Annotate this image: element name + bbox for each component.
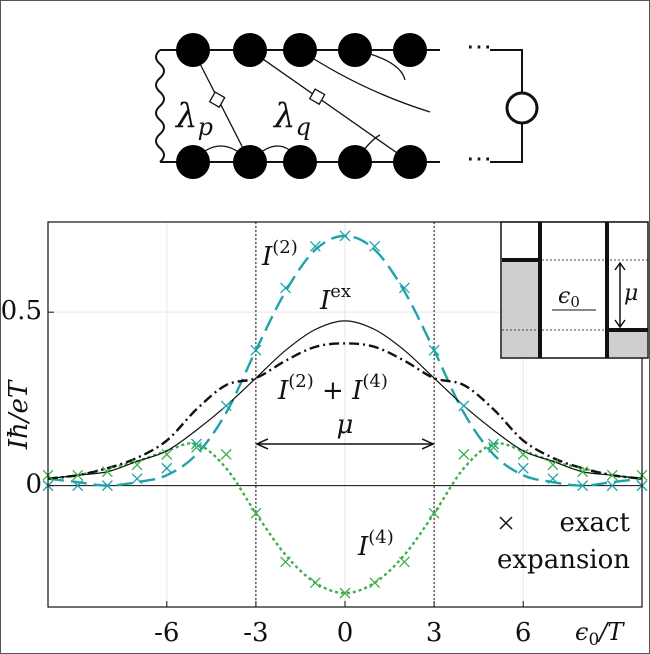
inset bbox=[500, 221, 649, 359]
legend-label: exact bbox=[559, 508, 630, 538]
x-tick-label: 3 bbox=[426, 618, 443, 648]
exact-marker bbox=[428, 507, 440, 519]
exact-marker bbox=[309, 240, 321, 252]
exact-marker bbox=[280, 282, 292, 294]
exact-marker bbox=[458, 400, 470, 412]
label: I bbox=[277, 376, 289, 406]
exact-marker bbox=[369, 240, 381, 252]
exact-marker bbox=[488, 438, 499, 450]
exact-marker bbox=[161, 462, 173, 474]
sub: q bbox=[296, 113, 311, 141]
exact-marker bbox=[131, 459, 143, 471]
exact-marker bbox=[309, 577, 321, 589]
lambda-q: λq bbox=[272, 96, 311, 141]
exact-marker bbox=[339, 230, 351, 242]
inset-mu: μ bbox=[624, 281, 638, 306]
exact-marker bbox=[161, 448, 173, 460]
exact-marker bbox=[220, 400, 232, 412]
exact-marker bbox=[517, 462, 529, 474]
exact-marker bbox=[606, 469, 618, 481]
eps: ϵ bbox=[558, 284, 570, 309]
exact-marker bbox=[606, 480, 618, 492]
lambda: λ bbox=[174, 96, 198, 136]
sub: 0 bbox=[588, 630, 599, 650]
legend-label: expansion bbox=[497, 545, 630, 575]
exact-marker bbox=[220, 448, 232, 460]
lambda-p: λp bbox=[174, 96, 213, 141]
series-label: I(2) + I(4) bbox=[277, 371, 388, 406]
exact-marker bbox=[398, 556, 410, 568]
label: I bbox=[357, 532, 369, 562]
sub: p bbox=[198, 113, 213, 141]
series-line bbox=[47, 320, 643, 480]
exact-marker bbox=[280, 556, 292, 568]
exact-marker bbox=[131, 473, 143, 485]
exact-marker bbox=[191, 438, 202, 450]
label: + I bbox=[314, 376, 363, 406]
label: I bbox=[319, 286, 331, 316]
plot: 0 0.5 -6 -3 0 3 6 μ bbox=[1, 221, 648, 648]
sup: (2) bbox=[288, 371, 314, 392]
exact-marker bbox=[250, 507, 262, 519]
series-line bbox=[47, 342, 643, 480]
exact-marker bbox=[72, 469, 84, 481]
plot-frame bbox=[47, 221, 643, 608]
x-tick-label: 0 bbox=[337, 618, 354, 648]
arrow-head bbox=[255, 438, 435, 450]
exact-marker bbox=[101, 466, 113, 478]
legend-marker bbox=[499, 516, 513, 530]
dots: ⋯ bbox=[466, 32, 492, 62]
label: I bbox=[261, 242, 273, 272]
exact-marker bbox=[547, 473, 559, 485]
series-label: I(2) bbox=[261, 237, 298, 272]
over-t: /T bbox=[597, 618, 625, 646]
sup: (4) bbox=[368, 527, 394, 548]
exact-marker bbox=[577, 466, 589, 478]
y-tick-label: 0 bbox=[25, 470, 42, 500]
exact-marker bbox=[72, 480, 84, 492]
exact-marker bbox=[191, 441, 202, 453]
y-tick-label: 0.5 bbox=[1, 296, 42, 326]
inset-eps: ϵ0 bbox=[558, 284, 580, 311]
x-tick-label: -6 bbox=[154, 618, 179, 648]
diagram bbox=[155, 33, 539, 179]
sub: 0 bbox=[570, 293, 580, 311]
y-axis-label: Iħ/eT bbox=[4, 379, 34, 450]
exact-marker bbox=[428, 344, 440, 356]
lambda: λ bbox=[272, 96, 296, 136]
dots: ⋯ bbox=[466, 144, 492, 174]
exact-marker bbox=[488, 441, 499, 453]
exact-marker bbox=[577, 480, 589, 492]
sup: ex bbox=[330, 281, 351, 302]
series-label: I(4) bbox=[357, 527, 394, 562]
eps: ϵ bbox=[575, 618, 588, 646]
exact-marker bbox=[101, 480, 113, 492]
sup: (2) bbox=[272, 237, 298, 258]
exact-marker bbox=[517, 448, 529, 460]
series-label: Iex bbox=[319, 281, 351, 316]
x-tick-label: 6 bbox=[515, 618, 532, 648]
exact-marker bbox=[339, 587, 351, 599]
exact-marker bbox=[458, 448, 470, 460]
exact-marker bbox=[250, 344, 262, 356]
x-tick-label: -3 bbox=[243, 618, 268, 648]
exact-marker bbox=[398, 282, 410, 294]
exact-marker bbox=[369, 577, 381, 589]
sup: (4) bbox=[362, 371, 388, 392]
exact-marker bbox=[547, 459, 559, 471]
x-axis-label: ϵ0/T bbox=[575, 618, 625, 650]
span-label: μ bbox=[337, 410, 354, 440]
